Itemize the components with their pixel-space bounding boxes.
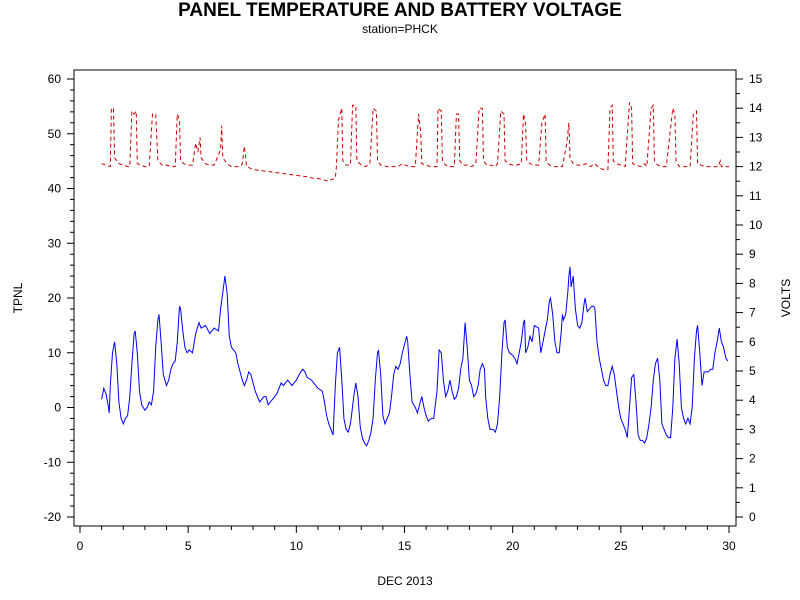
chart-subtitle: station=PHCK bbox=[362, 22, 438, 36]
y-left-tick-label: 20 bbox=[48, 291, 62, 305]
y-right-tick-label: 14 bbox=[749, 101, 763, 115]
y-right-tick-label: 8 bbox=[749, 276, 756, 290]
x-axis-label: DEC 2013 bbox=[377, 574, 433, 588]
y-left-tick-label: 40 bbox=[48, 182, 62, 196]
x-tick-label: 15 bbox=[398, 539, 412, 553]
y-right-tick-label: 4 bbox=[749, 393, 756, 407]
x-tick-label: 10 bbox=[290, 539, 304, 553]
y-right-tick-label: 7 bbox=[749, 306, 756, 320]
x-tick-label: 30 bbox=[722, 539, 736, 553]
y-right-tick-label: 11 bbox=[749, 189, 762, 203]
y-right-tick-label: 9 bbox=[749, 247, 756, 261]
y-right-tick-label: 13 bbox=[749, 130, 763, 144]
x-tick-label: 5 bbox=[185, 539, 192, 553]
chart-title: PANEL TEMPERATURE AND BATTERY VOLTAGE bbox=[178, 0, 622, 21]
y-right-tick-label: 12 bbox=[749, 160, 763, 174]
y-axis-right-label: VOLTS bbox=[779, 279, 793, 317]
y-axis-left-label: TPNL bbox=[11, 282, 25, 313]
y-left-tick-label: -10 bbox=[44, 455, 62, 469]
y-left-tick-label: 60 bbox=[48, 72, 62, 86]
y-left-tick-label: 30 bbox=[48, 236, 62, 250]
y-right-tick-label: 10 bbox=[749, 218, 763, 232]
series-layer bbox=[101, 102, 729, 447]
y-right-tick-label: 3 bbox=[749, 422, 756, 436]
y-right-tick-label: 5 bbox=[749, 364, 756, 378]
volts-series-line bbox=[101, 102, 729, 182]
y-right-tick-label: 15 bbox=[749, 72, 763, 86]
y-left-tick-label: 10 bbox=[48, 346, 62, 360]
y-axis-left: -20 -10 0 10 20 30 40 50 60 bbox=[44, 72, 74, 524]
plot-frame bbox=[73, 69, 737, 527]
x-tick-label: 0 bbox=[77, 539, 84, 553]
x-tick-label: 20 bbox=[506, 539, 520, 553]
x-tick-label: 25 bbox=[614, 539, 628, 553]
y-right-tick-label: 2 bbox=[749, 452, 756, 466]
y-left-tick-label: -20 bbox=[44, 510, 62, 524]
y-right-tick-label: 6 bbox=[749, 335, 756, 349]
y-right-tick-label: 1 bbox=[749, 481, 756, 495]
y-left-tick-label: 0 bbox=[54, 401, 61, 415]
y-right-tick-label: 0 bbox=[749, 510, 756, 524]
tpnl-series-line bbox=[101, 266, 729, 447]
x-axis: 0 5 10 15 20 25 30 bbox=[77, 526, 736, 553]
y-left-tick-label: 50 bbox=[48, 127, 62, 141]
